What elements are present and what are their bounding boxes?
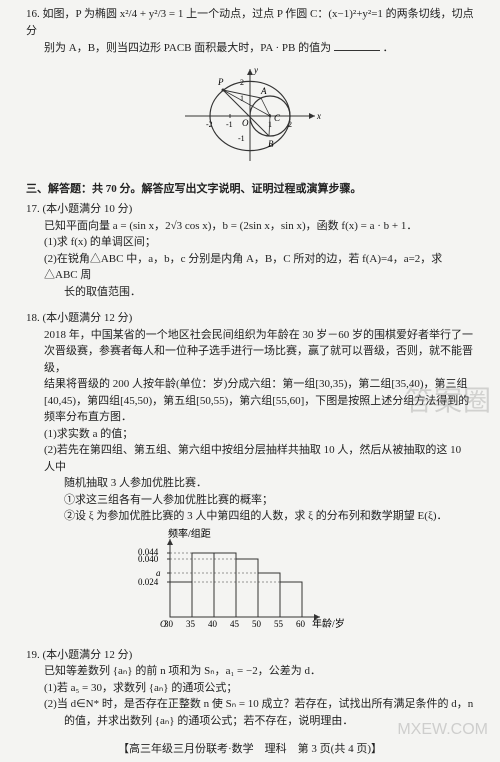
q18-c1: ①求这三组各有一人参加优胜比赛的概率；	[44, 494, 273, 506]
q17-l1: 已知平面向量 a = (sin x，2√3 cos x)，b = (2sin x…	[44, 220, 417, 232]
q17-s2: (2)在锐角△ABC 中，a，b，c 分别是内角 A，B，C 所对的边，若 f(…	[44, 253, 442, 282]
q18-figure: 频率/组距 年龄/岁 O 0.024 a 0.040 0.044	[26, 527, 474, 637]
label-P: P	[217, 77, 224, 87]
q17-s1: (1)求 f(x) 的单调区间；	[44, 236, 156, 248]
q19-s2: (2)当 d∈N* 时，是否存在正整数 n 使 Sₙ = 10 成立？若存在，试…	[44, 698, 473, 710]
tick-y-neg1: -1	[238, 134, 245, 143]
xt40: 40	[208, 619, 218, 629]
xt50: 50	[252, 619, 262, 629]
ytick-0044: 0.044	[138, 547, 159, 557]
q16-period: ．	[383, 42, 394, 54]
tick-x-neg1: -1	[226, 120, 233, 129]
label-O: O	[242, 118, 249, 128]
blank-answer	[334, 39, 380, 51]
q17-number: 17.	[26, 203, 40, 215]
xt35: 35	[186, 619, 196, 629]
q17-head: (本小题满分 10 分)	[43, 203, 133, 215]
question-18: 18. (本小题满分 12 分) 2018 年，中国某省的一个地区社会民间组织为…	[26, 310, 474, 637]
question-19: 19. (本小题满分 12 分) 已知等差数列 {aₙ} 的前 n 项和为 Sₙ…	[26, 647, 474, 730]
q19-s2b: 的值，并求出数列 {aₙ} 的通项公式；若不存在，说明理由．	[44, 715, 353, 727]
section-3-head: 三、解答题：共 70 分。解答应写出文字说明、证明过程或演算步骤。	[26, 181, 474, 198]
q16-line1: 如图，P 为椭圆 x²/4 + y²/3 = 1 上一个动点，过点 P 作圆 C…	[26, 8, 474, 37]
question-16: 16. 如图，P 为椭圆 x²/4 + y²/3 = 1 上一个动点，过点 P …	[26, 6, 474, 171]
q18-p5: 频率分布直方图．	[44, 411, 132, 423]
q18-c2: ②设 ξ 为参加优胜比赛的 3 人中第四组的人数，求 ξ 的分布列和数学期望 E…	[44, 510, 448, 522]
hist-ylab: 频率/组距	[168, 527, 211, 540]
xt45: 45	[230, 619, 240, 629]
axis-x: x	[316, 111, 321, 121]
ytick-a: a	[156, 568, 161, 578]
xt55: 55	[274, 619, 284, 629]
q18-p3: 结果将晋级的 200 人按年龄(单位：岁)分成六组：第一组[30,35)，第二组…	[44, 378, 467, 390]
q16-line2: 别为 A，B，则当四边形 PACB 面积最大时，PA · PB 的值为 ．	[26, 42, 394, 54]
q19-number: 19.	[26, 649, 40, 661]
q18-s2: (2)若先在第四组、第五组、第六组中按组分层抽样共抽取 10 人，然后从被抽取的…	[44, 444, 461, 473]
q18-s2b: 随机抽取 3 人参加优胜比赛．	[44, 477, 207, 489]
q16-line2-text: 别为 A，B，则当四边形 PACB 面积最大时，PA · PB 的值为	[44, 42, 331, 54]
ellipse-plot: -2 -1 1 2 2 1 -1	[175, 61, 325, 171]
page-footer: 【高三年级三月份联考·数学 理科 第 3 页(共 4 页)】	[26, 741, 474, 758]
watermark-text: 答案圈	[405, 380, 492, 422]
histogram: 频率/组距 年龄/岁 O 0.024 a 0.040 0.044	[120, 527, 350, 637]
q19-l1: 已知等差数列 {aₙ} 的前 n 项和为 Sₙ，a₁ = −2，公差为 d．	[44, 665, 321, 677]
question-17: 17. (本小题满分 10 分) 已知平面向量 a = (sin x，2√3 c…	[26, 201, 474, 300]
xt30: 30	[164, 619, 174, 629]
label-C: C	[274, 113, 281, 123]
xt60: 60	[296, 619, 306, 629]
watermark-main: 答案圈	[405, 380, 492, 422]
q19-s1: (1)若 a₅ = 30，求数列 {aₙ} 的通项公式；	[44, 682, 237, 694]
hist-xlab: 年龄/岁	[312, 617, 345, 630]
q19-head: (本小题满分 12 分)	[43, 649, 133, 661]
q18-number: 18.	[26, 312, 40, 324]
q16-number: 16.	[26, 8, 40, 20]
q18-p1: 2018 年，中国某省的一个地区社会民间组织为年龄在 30 岁－60 岁的围棋爱…	[44, 329, 473, 341]
q16-figure: -2 -1 1 2 2 1 -1	[26, 61, 474, 171]
axis-y: y	[253, 65, 258, 75]
q17-s2b: 长的取值范围．	[44, 286, 141, 298]
label-B: B	[268, 139, 274, 149]
watermark-url: MXEW.COM	[397, 718, 488, 742]
ytick-0024: 0.024	[138, 577, 159, 587]
q18-head: (本小题满分 12 分)	[43, 312, 133, 324]
q18-s1: (1)求实数 a 的值；	[44, 428, 133, 440]
label-A: A	[260, 86, 267, 96]
q18-p2: 次晋级赛，参赛者每人和一位种子选手进行一场比赛，赢了就可以晋级，否则，就不能晋级…	[44, 345, 473, 374]
